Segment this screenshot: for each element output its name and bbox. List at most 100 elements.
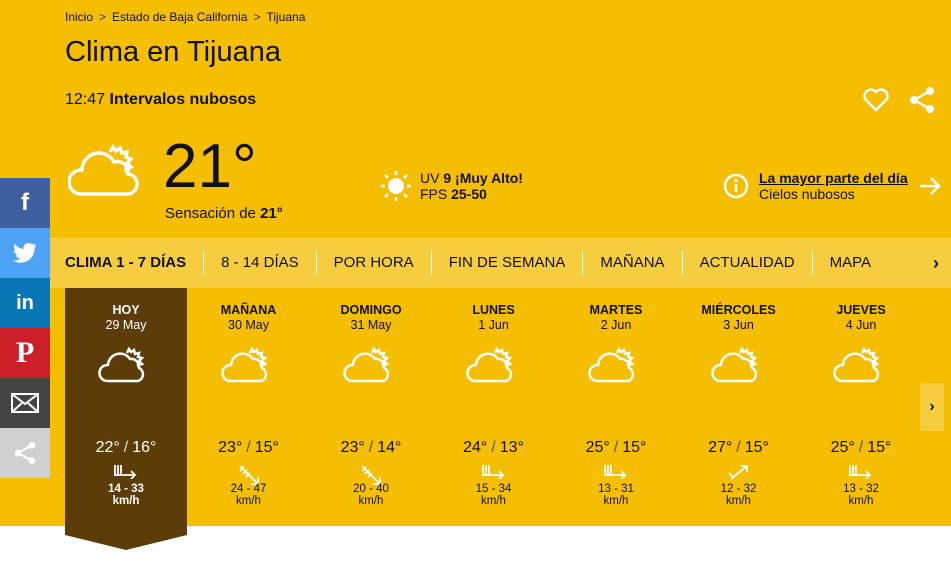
day-forecast-0[interactable]: HOY 29 May 22°/16° 14 - 33 km/h xyxy=(65,288,187,535)
partly-cloudy-icon xyxy=(555,344,677,384)
tab-1-7-dias[interactable]: CLIMA 1 - 7 DÍAS xyxy=(65,254,187,271)
wind-speed: 15 - 34 xyxy=(475,483,512,495)
day-temps: 27°/15° xyxy=(708,439,769,456)
max-temp: 27° xyxy=(708,439,733,456)
tabs-next-chevron-icon[interactable]: › xyxy=(933,252,939,273)
tab-manana[interactable]: MAÑANA xyxy=(582,251,681,275)
current-temperature: 21° xyxy=(163,132,257,201)
day-temps: 23°/14° xyxy=(340,439,402,456)
day-date: 3 Jun xyxy=(723,318,754,332)
partly-cloudy-icon xyxy=(188,344,310,384)
day-forecast-5[interactable]: MIÉRCOLES 3 Jun 27°/15° 12 - 32 km/h xyxy=(678,288,800,528)
facebook-icon[interactable]: f xyxy=(0,178,50,228)
wind-speed: 20 - 40 xyxy=(353,483,389,495)
uv-level: ¡Muy Alto! xyxy=(455,170,523,186)
days-next-chevron-icon[interactable]: › xyxy=(920,383,944,431)
wind-speed: 12 - 32 xyxy=(720,483,757,495)
day-forecast-1[interactable]: MAÑANA 30 May 23°/15° 24 - 47 km/h xyxy=(188,288,310,528)
min-temp: 15° xyxy=(622,439,647,456)
max-temp: 22° xyxy=(95,439,120,456)
linkedin-icon[interactable]: in xyxy=(0,278,50,328)
wind-direction-icon xyxy=(65,463,187,483)
partly-cloudy-icon xyxy=(310,344,432,384)
tab-por-hora[interactable]: POR HORA xyxy=(315,251,431,275)
breadcrumb-inicio[interactable]: Inicio xyxy=(65,10,94,24)
wind-speed: 14 - 33 xyxy=(108,483,144,495)
partly-cloudy-icon xyxy=(800,344,922,384)
tab-8-14-dias[interactable]: 8 - 14 DÍAS xyxy=(203,251,316,275)
fps-label: FPS xyxy=(420,186,448,202)
twitter-icon[interactable] xyxy=(0,228,50,278)
day-date: 2 Jun xyxy=(600,318,632,332)
forecast-tabs: CLIMA 1 - 7 DÍAS 8 - 14 DÍAS POR HORA FI… xyxy=(50,238,951,288)
wind-direction-icon xyxy=(678,463,800,483)
partly-cloudy-icon xyxy=(65,344,187,384)
heart-icon[interactable] xyxy=(862,87,890,113)
arrow-right-icon[interactable] xyxy=(918,174,942,198)
wind-unit: km/h xyxy=(848,495,874,507)
daily-forecast: HOY 29 May 22°/16° 14 - 33 km/h MAÑANA 30… xyxy=(65,288,925,535)
max-temp: 23° xyxy=(218,439,243,456)
wind-direction-icon xyxy=(310,463,432,485)
day-date: 29 May xyxy=(105,318,147,332)
min-temp: 14° xyxy=(377,439,402,456)
day-temps: 23°/15° xyxy=(218,439,279,456)
breadcrumb: Inicio > Estado de Baja California > Tijua… xyxy=(65,10,306,24)
day-forecast-6[interactable]: JUEVES 4 Jun 25°/15° 13 - 32 km/h xyxy=(800,288,922,528)
info-icon xyxy=(723,173,749,199)
min-temp: 15° xyxy=(254,439,279,456)
wind-direction-icon xyxy=(800,463,922,483)
feels-like-label: Sensación de xyxy=(165,205,256,222)
most-of-day-text: Cielos nubosos xyxy=(759,186,855,202)
partly-cloudy-icon xyxy=(68,143,139,196)
tab-actualidad[interactable]: ACTUALIDAD xyxy=(681,251,812,275)
feels-like-value: 21° xyxy=(260,205,283,222)
tab-fin-de-semana[interactable]: FIN DE SEMANA xyxy=(430,251,583,275)
day-name: HOY xyxy=(112,303,140,317)
day-forecast-2[interactable]: DOMINGO 31 May 23°/14° 20 - 40 km/h xyxy=(310,288,432,528)
day-temps: 25°/15° xyxy=(830,439,892,456)
day-temps: 25°/15° xyxy=(585,439,647,456)
partly-cloudy-icon xyxy=(678,344,800,384)
share-more-icon[interactable] xyxy=(0,428,50,478)
wind-direction-icon xyxy=(433,463,555,483)
max-temp: 25° xyxy=(585,439,610,456)
min-temp: 16° xyxy=(132,439,157,456)
page-title: Clima en Tijuana xyxy=(65,36,281,68)
social-share-bar: f in P xyxy=(0,178,50,478)
breadcrumb-estado[interactable]: Estado de Baja California xyxy=(112,10,248,24)
day-name: JUEVES xyxy=(836,303,886,317)
email-icon[interactable] xyxy=(0,378,50,428)
day-name: MARTES xyxy=(589,303,643,317)
most-of-day-link[interactable]: La mayor parte del día xyxy=(759,170,908,186)
feels-like: Sensación de 21° xyxy=(165,205,283,222)
day-forecast-4[interactable]: MARTES 2 Jun 25°/15° 13 - 31 km/h xyxy=(555,288,677,528)
condition-text: Intervalos nubosos xyxy=(109,91,257,108)
min-temp: 15° xyxy=(744,439,769,456)
day-date: 30 May xyxy=(228,318,269,332)
current-time: 12:47 xyxy=(65,91,106,108)
most-of-day[interactable]: La mayor parte del día Cielos nubosos xyxy=(723,170,942,202)
wind-speed: 13 - 31 xyxy=(598,483,634,495)
uv-value: 9 xyxy=(443,170,452,186)
day-name: MIÉRCOLES xyxy=(701,303,776,317)
day-forecast-3[interactable]: LUNES 1 Jun 24°/13° 15 - 34 km/h xyxy=(433,288,555,528)
wind-unit: km/h xyxy=(481,495,506,507)
pinterest-icon[interactable]: P xyxy=(0,328,50,378)
day-temps: 24°/13° xyxy=(463,439,524,456)
wind-unit: km/h xyxy=(726,495,751,507)
wind-speed: 24 - 47 xyxy=(230,483,267,495)
sun-icon xyxy=(381,171,411,201)
tab-mapa[interactable]: MAPA xyxy=(811,251,872,275)
day-date: 31 May xyxy=(350,318,392,332)
share-icon[interactable] xyxy=(908,86,936,114)
breadcrumb-city: Tijuana xyxy=(266,10,306,24)
day-date: 4 Jun xyxy=(845,318,877,332)
wind-unit: km/h xyxy=(112,495,140,507)
max-temp: 23° xyxy=(340,439,365,456)
wind-unit: km/h xyxy=(358,495,384,507)
wind-direction-icon xyxy=(555,463,677,483)
wind-speed: 13 - 32 xyxy=(843,483,879,495)
wind-direction-icon xyxy=(188,463,310,485)
max-temp: 24° xyxy=(463,439,488,456)
